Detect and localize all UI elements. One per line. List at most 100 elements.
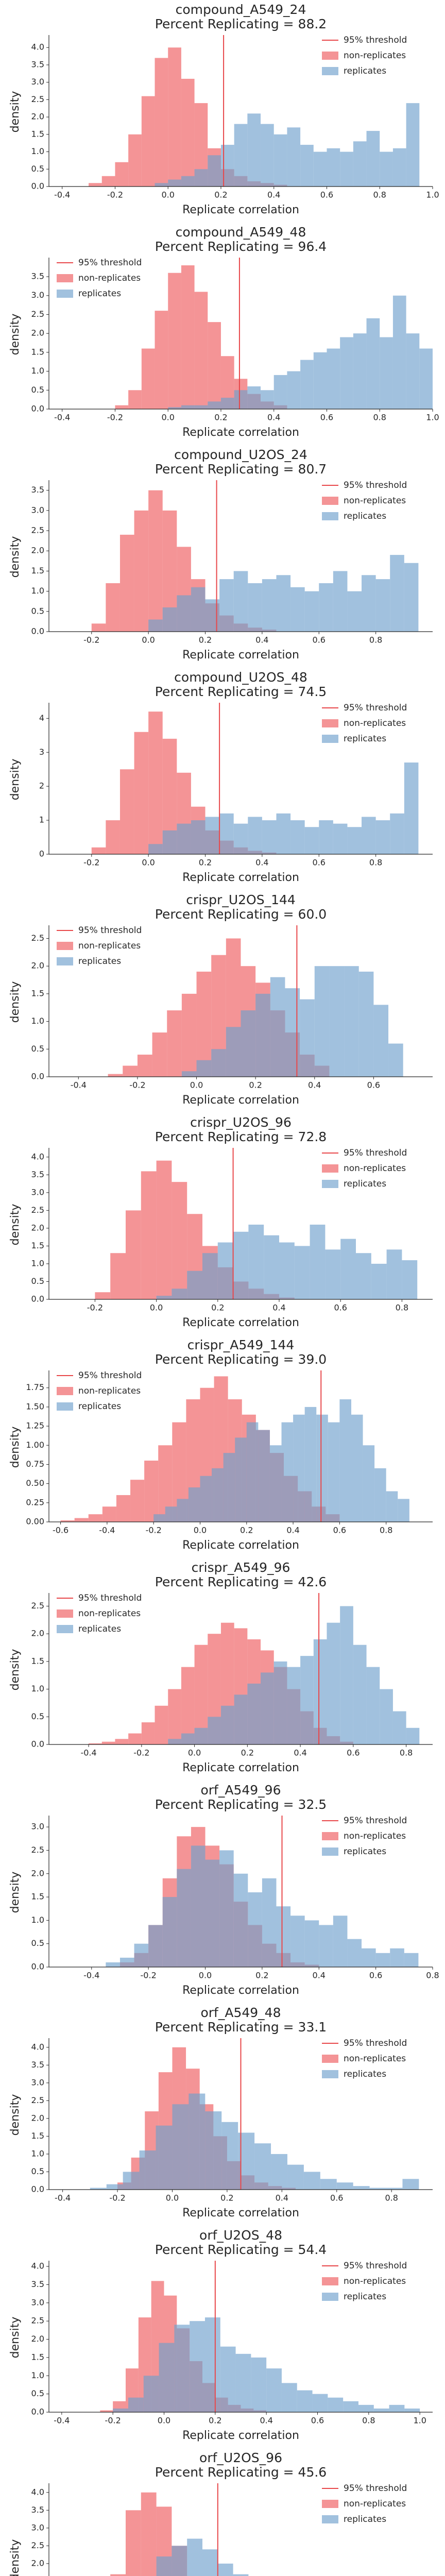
histogram-bar bbox=[208, 1717, 221, 1744]
legend-label: non-replicates bbox=[344, 2276, 406, 2286]
histogram-bar bbox=[219, 1850, 234, 1967]
histogram-bar bbox=[251, 2357, 267, 2412]
histogram-bar bbox=[181, 993, 197, 1077]
y-axis-label: density bbox=[9, 981, 22, 1023]
histogram-bar bbox=[130, 1480, 145, 1522]
legend-label: 95% threshold bbox=[344, 1148, 407, 1158]
x-tick-label: 0.8 bbox=[396, 1303, 408, 1313]
histogram-bar bbox=[153, 1514, 165, 1522]
histogram-bar bbox=[148, 490, 163, 632]
histogram-bar bbox=[261, 124, 274, 187]
x-tick-label: 0.2 bbox=[211, 1303, 224, 1313]
histogram-bar bbox=[212, 1468, 224, 1522]
histogram-bar bbox=[134, 732, 149, 854]
histogram-bar bbox=[262, 820, 277, 854]
x-tick-label: 0.4 bbox=[260, 2416, 272, 2426]
chart-subtitle: Percent Replicating = 74.5 bbox=[155, 684, 327, 699]
histogram-bar bbox=[119, 534, 134, 632]
y-tick-label: 1.0 bbox=[31, 586, 44, 596]
histogram-bar bbox=[101, 1741, 115, 1744]
histogram-bar bbox=[141, 1171, 157, 1299]
histogram-bar bbox=[226, 1027, 241, 1077]
histogram-bar bbox=[217, 1242, 233, 1299]
x-tick-label: 0.2 bbox=[241, 1748, 254, 1758]
histogram-bar bbox=[148, 844, 163, 854]
histogram-bar bbox=[205, 2111, 222, 2190]
y-tick-label: 2.5 bbox=[31, 2540, 44, 2550]
histogram-bar bbox=[202, 2549, 218, 2576]
y-tick-label: 0.0 bbox=[31, 1962, 44, 1972]
y-axis-label: density bbox=[9, 314, 22, 355]
legend-label: replicates bbox=[344, 734, 386, 744]
x-tick-label: 0.8 bbox=[373, 190, 386, 200]
histogram-bar bbox=[320, 2179, 337, 2190]
histogram-bar bbox=[233, 823, 248, 854]
histogram-bar bbox=[247, 386, 261, 409]
x-tick-label: 0.0 bbox=[166, 2193, 179, 2203]
y-tick-label: 1.0 bbox=[31, 1684, 44, 1693]
y-tick-label: 1.0 bbox=[31, 1915, 44, 1925]
histogram-bar bbox=[273, 134, 287, 187]
histogram-bar bbox=[319, 583, 333, 632]
histogram-bar bbox=[366, 131, 380, 187]
histogram-bar bbox=[290, 1916, 305, 1967]
histogram-bar bbox=[390, 1948, 404, 1967]
histogram-bar bbox=[327, 148, 340, 187]
histogram-bar bbox=[356, 1253, 371, 1299]
histogram-bar bbox=[174, 2325, 190, 2412]
legend-patch bbox=[57, 290, 73, 298]
histogram-bar bbox=[329, 966, 345, 1077]
histogram-bar bbox=[313, 352, 327, 409]
histogram-bar bbox=[115, 405, 129, 409]
histogram-bar bbox=[181, 1733, 195, 1744]
y-tick-label: 2.0 bbox=[31, 2558, 44, 2568]
histogram-bar bbox=[162, 1897, 177, 1967]
legend-patch bbox=[57, 942, 73, 950]
histogram-bar bbox=[74, 1518, 89, 1522]
y-tick-label: 2.5 bbox=[31, 933, 44, 943]
x-tick-label: 0.6 bbox=[320, 413, 333, 422]
histogram-bar bbox=[128, 134, 142, 187]
histogram-bar bbox=[404, 563, 419, 632]
histogram-bar bbox=[366, 1667, 380, 1744]
y-tick-label: 1.5 bbox=[31, 129, 44, 139]
y-tick-label: 3.0 bbox=[31, 2077, 44, 2087]
histogram-bar bbox=[119, 769, 134, 854]
histogram-bar bbox=[300, 360, 314, 409]
y-tick-label: 0.5 bbox=[31, 606, 44, 616]
histogram-bar bbox=[402, 1260, 418, 1299]
histogram-bar bbox=[287, 2164, 304, 2190]
legend-patch bbox=[57, 274, 73, 282]
y-axis-label: density bbox=[9, 536, 22, 578]
legend-label: replicates bbox=[78, 289, 121, 299]
y-tick-label: 2.5 bbox=[31, 1601, 44, 1611]
histogram-bar bbox=[152, 1032, 167, 1077]
histogram-bar bbox=[369, 2188, 386, 2190]
y-tick-label: 3.5 bbox=[31, 485, 44, 495]
legend-patch bbox=[322, 735, 338, 743]
chart-title: orf_U2OS_96 bbox=[199, 2450, 282, 2465]
histogram-bar bbox=[392, 148, 406, 187]
histogram-bar bbox=[340, 151, 353, 187]
x-tick-label: -0.4 bbox=[55, 2193, 71, 2203]
histogram-bar bbox=[196, 1060, 212, 1077]
chart-subtitle: Percent Replicating = 80.7 bbox=[155, 462, 327, 477]
y-tick-label: 2.0 bbox=[31, 328, 44, 338]
x-axis-label: Replicate correlation bbox=[182, 1539, 299, 1552]
histogram-bar bbox=[371, 1263, 387, 1299]
histogram-bar bbox=[390, 555, 404, 632]
y-axis-label: density bbox=[9, 2094, 22, 2136]
legend-label: 95% threshold bbox=[344, 703, 407, 713]
legend-label: non-replicates bbox=[344, 1831, 406, 1841]
y-axis-label: density bbox=[9, 2539, 22, 2576]
y-tick-label: 1.5 bbox=[31, 347, 44, 357]
x-axis-label: Replicate correlation bbox=[182, 1094, 299, 1107]
histogram-bar bbox=[168, 47, 181, 187]
x-axis-label: Replicate correlation bbox=[182, 2429, 299, 2442]
legend-patch bbox=[322, 2293, 338, 2301]
x-tick-label: 0.8 bbox=[362, 2416, 375, 2426]
histogram-bar bbox=[327, 1622, 340, 1744]
